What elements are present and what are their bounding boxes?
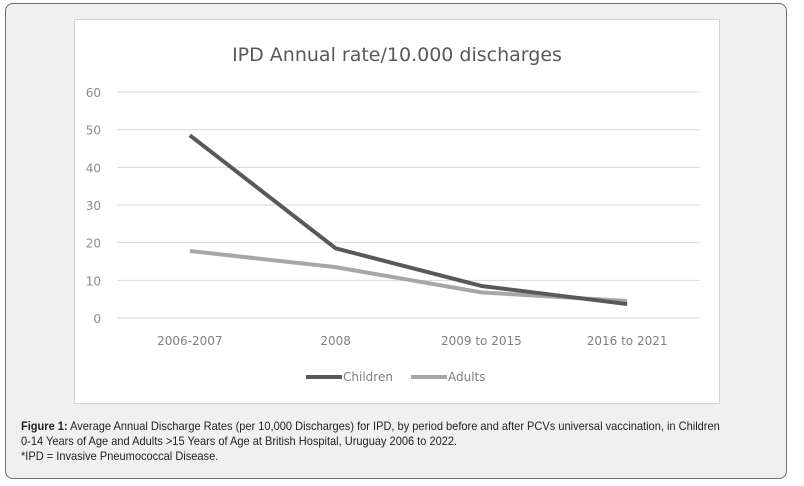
y-tick-label: 20 [86,237,101,251]
x-tick-label: 2009 to 2015 [441,334,522,348]
y-tick-label: 40 [86,161,101,175]
line-chart: IPD Annual rate/10.000 discharges 0 10 20 3… [86,44,700,384]
y-tick-label: 10 [86,274,101,288]
legend-label-adults: Adults [448,370,486,384]
legend-label-children: Children [343,370,393,384]
series-line-children [188,133,628,307]
y-tick-label: 30 [86,199,101,213]
series-line-adults [189,248,628,304]
caption-text: Average Annual Discharge Rates (per 10,0… [21,419,720,448]
caption-note: *IPD = Invasive Pneumococcal Disease. [21,449,219,463]
chart-area [74,19,720,404]
x-tick-label: 2006-2007 [157,334,222,348]
caption-label: Figure 1: [21,419,68,433]
y-tick-label: 0 [93,312,101,326]
chart-title: IPD Annual rate/10.000 discharges [232,44,562,66]
x-tick-label: 2016 to 2021 [587,334,668,348]
x-tick-label: 2008 [320,334,351,348]
y-tick-label: 50 [86,124,101,138]
y-tick-label: 60 [86,86,101,100]
figure-caption: Figure 1: Average Annual Discharge Rates… [21,419,720,464]
